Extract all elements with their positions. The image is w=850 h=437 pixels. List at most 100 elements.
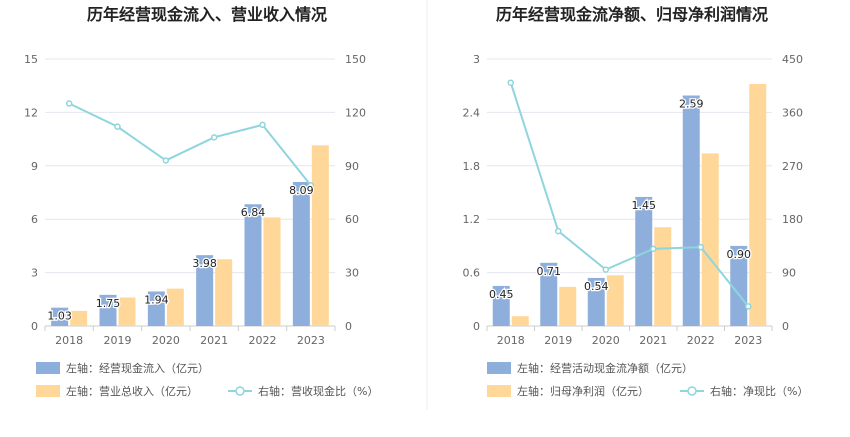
right-axis-tick-label: 0 [345, 320, 352, 333]
line-point [697, 243, 704, 251]
bar-primary [196, 255, 214, 326]
left-axis-tick-label: 6 [31, 213, 38, 226]
bar-secondary [311, 145, 329, 326]
right-axis-tick-label: 120 [345, 106, 366, 119]
bar-secondary [559, 286, 577, 326]
left-axis-tick-label: 0.6 [463, 267, 481, 280]
legend-label: 左轴：营业总收入（亿元） [66, 384, 198, 398]
bar-secondary [654, 227, 672, 326]
line-series [509, 82, 750, 308]
right-axis-tick-label: 360 [782, 106, 803, 119]
line-point [114, 123, 121, 130]
x-axis-category-label: 2019 [544, 334, 572, 347]
line-point [162, 157, 170, 164]
bar-secondary [701, 153, 719, 326]
x-axis-category-label: 2021 [639, 334, 667, 347]
bar-data-label: 0.54 [584, 280, 609, 293]
bar-primary [51, 307, 69, 326]
line-point [210, 134, 218, 141]
bar-primary [540, 262, 558, 326]
bar-secondary [511, 316, 529, 326]
right-axis-tick-label: 0 [782, 320, 789, 333]
legend-label: 右轴：净现比（%） [710, 384, 808, 398]
left-axis-tick-label: 0 [473, 320, 480, 333]
bar-data-label: 1.94 [144, 293, 169, 306]
bar-secondary [606, 275, 624, 326]
bar-secondary [215, 259, 233, 326]
right-axis-tick-label: 90 [782, 267, 796, 280]
left-axis-tick-label: 9 [31, 160, 38, 173]
legend-swatch [487, 385, 511, 397]
x-axis-category-label: 2022 [249, 334, 277, 347]
bar-data-label: 0.71 [537, 265, 562, 278]
right-axis-tick-label: 450 [782, 53, 803, 66]
left-axis-tick-label: 1.8 [463, 160, 481, 173]
x-axis-category-label: 2018 [497, 334, 525, 347]
right-axis-tick-label: 180 [782, 213, 803, 226]
legend-label: 左轴：经营活动现金流净额（亿元） [517, 361, 693, 375]
line-point [507, 79, 514, 86]
x-axis-category-label: 2020 [152, 334, 180, 347]
right-axis-tick-label: 60 [345, 213, 359, 226]
bar-primary [492, 285, 510, 326]
bar-secondary [263, 217, 281, 326]
bar-primary [244, 204, 262, 326]
bar-primary [587, 277, 605, 326]
line-point [65, 100, 73, 107]
x-axis-category-label: 2022 [687, 334, 715, 347]
bar-secondary [749, 83, 767, 326]
line-point [745, 303, 752, 310]
bar-primary [635, 196, 653, 326]
bar-data-label: 6.84 [241, 206, 266, 219]
line-point [602, 266, 609, 273]
right-axis-tick-label: 30 [345, 267, 359, 280]
legend-swatch-marker [687, 386, 697, 396]
chart-title: 历年经营现金流净额、归母净利润情况 [496, 5, 768, 24]
bar-primary [292, 181, 310, 326]
line-point [650, 245, 657, 253]
bar-data-label: 8.09 [289, 184, 314, 197]
left-axis-tick-label: 12 [24, 106, 38, 119]
left-axis-tick-label: 3 [31, 267, 38, 280]
bar-data-label: 1.03 [47, 310, 72, 323]
chart-title: 历年经营现金流入、营业收入情况 [87, 5, 327, 24]
legend-label: 左轴：归母净利润（亿元） [517, 384, 649, 398]
x-axis-category-label: 2023 [297, 334, 325, 347]
bar-primary [147, 291, 165, 326]
line-series [68, 102, 312, 187]
line-point [307, 182, 315, 189]
left-axis-tick-label: 15 [24, 53, 38, 66]
bar-secondary [118, 297, 136, 326]
left-axis-tick-label: 3 [473, 53, 480, 66]
legend-label: 右轴：营收现金比（%） [258, 384, 378, 398]
legend-label: 左轴：经营现金流入（亿元） [66, 361, 209, 375]
legend-swatch [36, 385, 60, 397]
bar-data-label: 3.98 [192, 257, 217, 270]
legend-swatch [36, 362, 60, 374]
bar-data-label: 2.59 [679, 97, 704, 110]
x-axis-category-label: 2023 [734, 334, 762, 347]
line-point [555, 227, 562, 235]
right-axis-tick-label: 150 [345, 53, 366, 66]
right-axis-tick-label: 90 [345, 160, 359, 173]
bar-secondary [70, 310, 88, 326]
x-axis-category-label: 2021 [200, 334, 228, 347]
x-axis-category-label: 2020 [592, 334, 620, 347]
left-axis-tick-label: 2.4 [463, 106, 481, 119]
legend-swatch-marker [235, 386, 245, 396]
left-axis-tick-label: 1.2 [463, 213, 481, 226]
chart-2: 历年经营现金流净额、归母净利润情况 0 0 0.6 90 1.2 180 1.8 270 2.4 3… [463, 5, 809, 398]
line-point [259, 121, 266, 129]
bar-data-label: 1.45 [632, 199, 657, 212]
bar-data-label: 1.75 [96, 297, 121, 310]
legend-swatch [487, 362, 511, 374]
bar-primary [682, 95, 700, 327]
bar-primary [730, 245, 748, 326]
bar-data-label: 0.90 [727, 248, 752, 261]
left-axis-tick-label: 0 [31, 320, 38, 333]
right-axis-tick-label: 270 [782, 160, 803, 173]
x-axis-category-label: 2019 [104, 334, 132, 347]
chart-1: 历年经营现金流入、营业收入情况 0 0 3 30 6 60 9 90 12 120 15 150 2018… [24, 5, 378, 398]
